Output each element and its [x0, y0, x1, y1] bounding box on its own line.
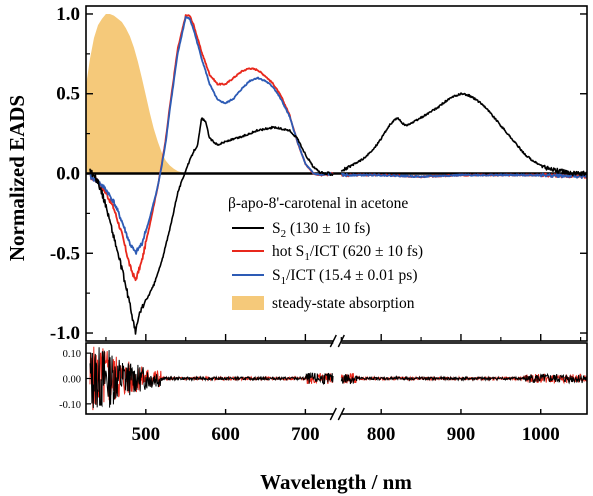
axis-break-gap-1 — [333, 334, 342, 348]
legend: β-apo-8'-carotenal in acetone S2 (130 ± … — [228, 195, 423, 312]
y-tick-label-1: 0.5 — [56, 84, 80, 105]
axis-break-mark-2b — [337, 407, 345, 421]
series-s2-line-1 — [89, 117, 334, 335]
residual-s2-line-2 — [340, 372, 587, 385]
res-y-tick-label-1: 0.00 — [63, 375, 81, 386]
y-tick-label-4: -1.0 — [50, 323, 80, 344]
x-tick-label-900: 900 — [447, 424, 476, 445]
x-tick-label-600: 600 — [211, 424, 240, 445]
y-tick-label-2: 0.0 — [56, 164, 80, 185]
x-tick-label-1000: 1000 — [522, 424, 560, 445]
legend-entry-s1: S1/ICT (15.4 ± 0.01 ps) — [272, 267, 417, 287]
y-axis-label: Normalized EADS — [5, 95, 29, 261]
steady-state-absorption-area — [86, 14, 194, 174]
axis-break-mark-1a — [329, 334, 337, 348]
x-axis-label: Wavelength / nm — [260, 470, 412, 494]
residual-s2-line-1 — [89, 347, 334, 409]
axis-break-mark-2a — [329, 407, 337, 421]
legend-swatch-absorption — [232, 296, 264, 310]
y-tick-label-0: 1.0 — [56, 4, 80, 25]
x-tick-label-800: 800 — [367, 424, 396, 445]
legend-entry-hot: hot S1/ICT (620 ± 10 fs) — [272, 243, 423, 263]
series-s1-line-1 — [89, 15, 334, 255]
series-s2-line-2 — [340, 92, 587, 177]
legend-title: β-apo-8'-carotenal in acetone — [228, 195, 408, 212]
y-tick-label-3: -0.5 — [50, 243, 80, 264]
x-tick-label-700: 700 — [291, 424, 320, 445]
x-tick-label-500: 500 — [132, 424, 161, 445]
res-y-tick-label-0: 0.10 — [63, 349, 81, 360]
axis-break-gap-2 — [333, 407, 342, 421]
res-y-tick-label-2: -0.10 — [59, 400, 81, 411]
legend-entry-absorption: steady-state absorption — [272, 295, 415, 312]
series-s1-line-2 — [340, 172, 587, 179]
legend-entry-s2: S2 (130 ± 10 fs) — [272, 220, 370, 240]
